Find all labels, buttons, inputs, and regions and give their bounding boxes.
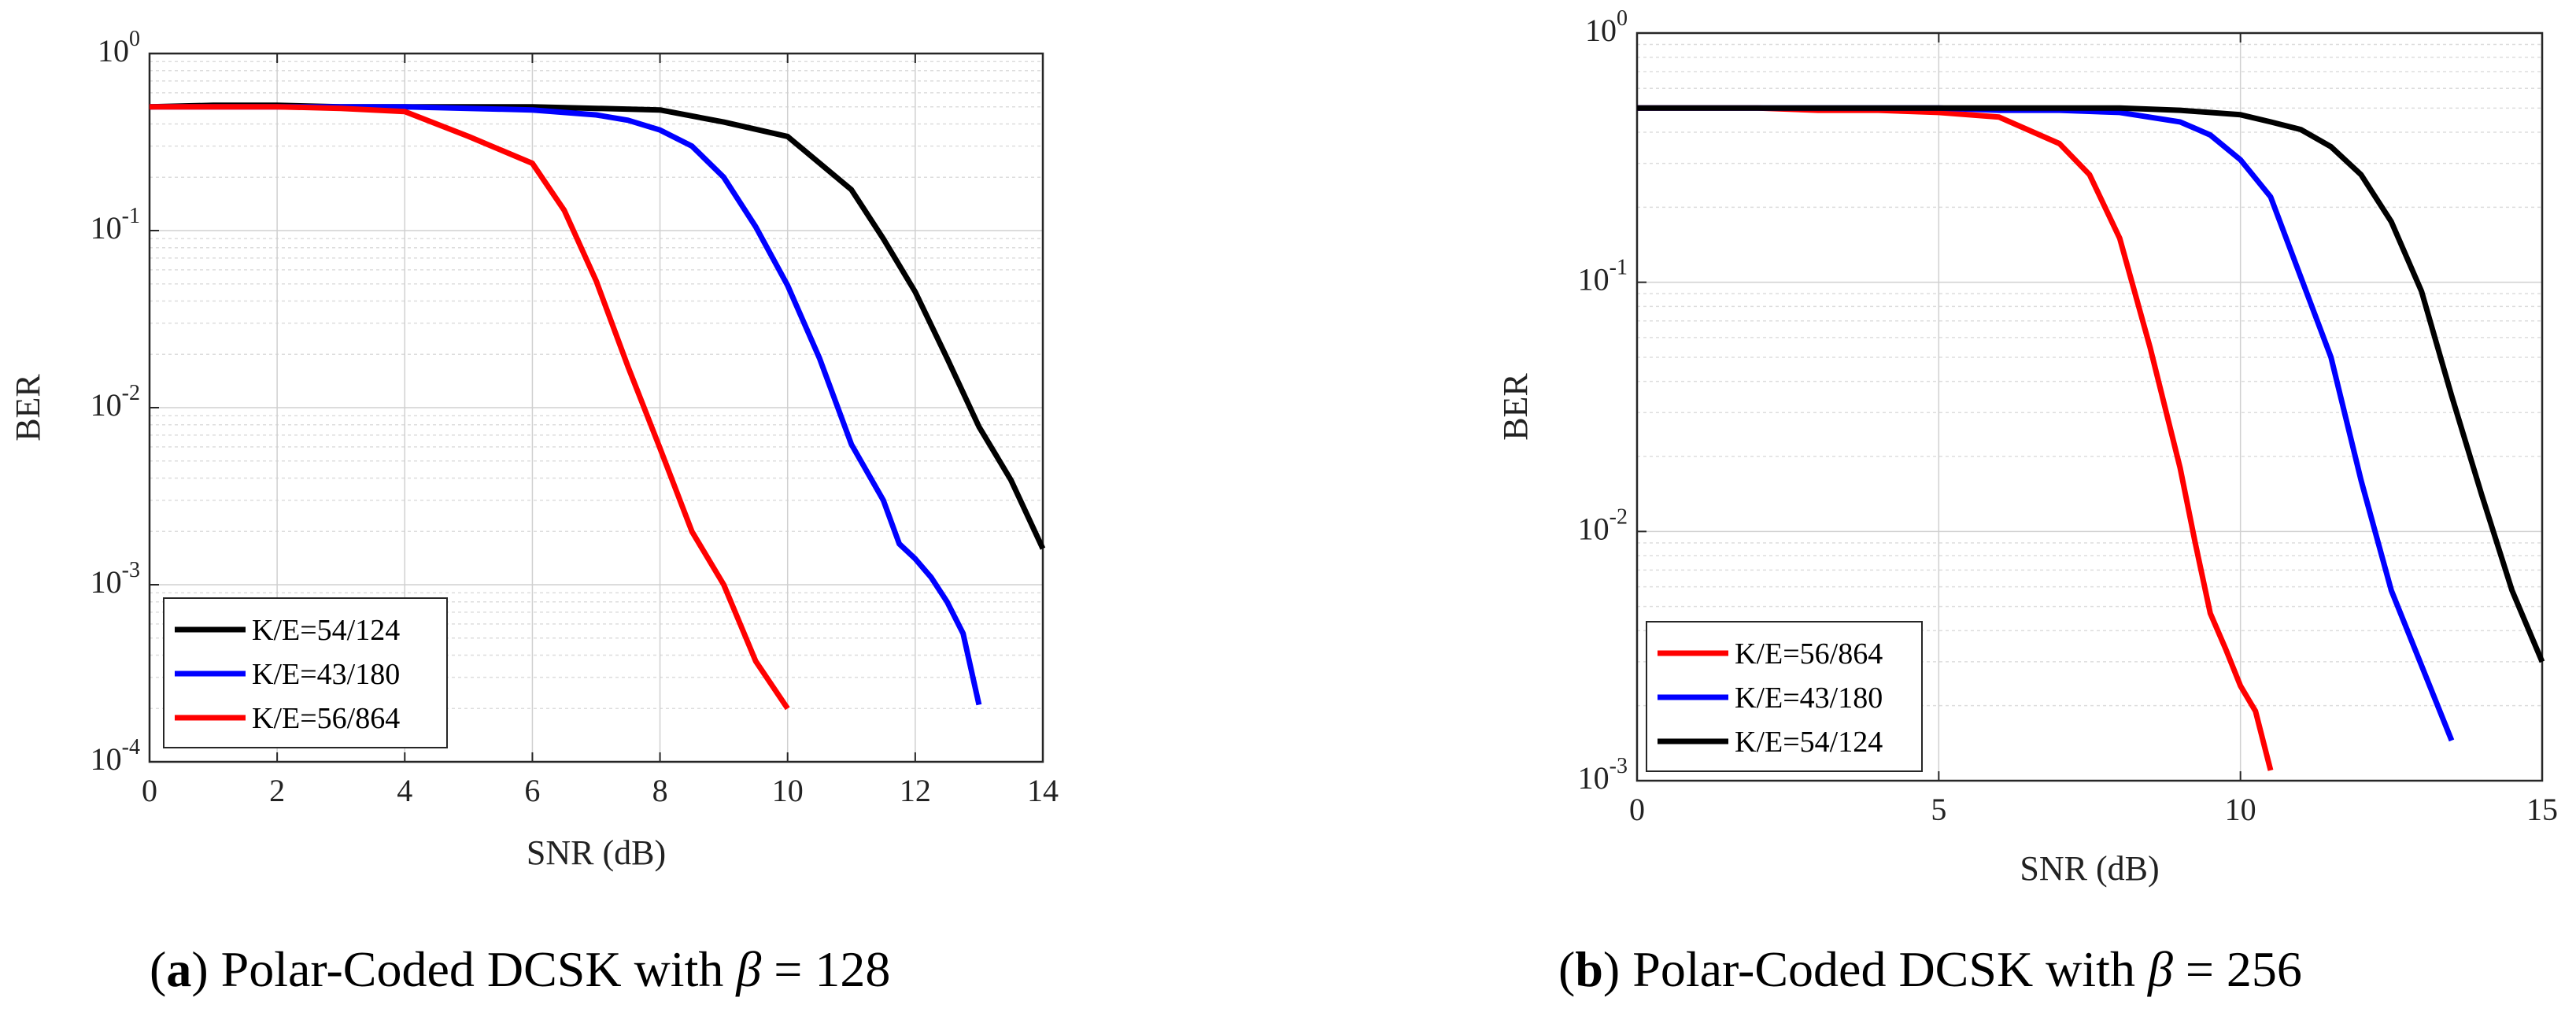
chart-a: 0 2 4 6 8 10 12 14 100 10-1 10-2 10-3 10-4 SNR (dB) BE… bbox=[9, 27, 1059, 872]
x-tick-label: 15 bbox=[2526, 792, 2558, 827]
series-line-2 bbox=[150, 104, 982, 706]
caption-b-symbol: β bbox=[2147, 941, 2173, 997]
series-line-1 bbox=[149, 102, 1046, 550]
y-axis-label: BER bbox=[1496, 373, 1535, 441]
y-tick-label: 10-2 bbox=[1578, 504, 1628, 546]
y-tick-label: 10-4 bbox=[91, 735, 140, 777]
y-tick-label: 100 bbox=[1585, 6, 1628, 48]
legend-label-1: K/E=54/124 bbox=[252, 614, 400, 647]
x-tick-label: 6 bbox=[524, 773, 540, 808]
x-tick-label: 4 bbox=[397, 773, 412, 808]
series-line-3 bbox=[1637, 105, 2545, 663]
x-tick-label: 2 bbox=[269, 773, 285, 808]
x-tick-label: 5 bbox=[1931, 792, 1946, 827]
caption-b: (b) Polar-Coded DCSK with β = 256 bbox=[1558, 941, 2302, 997]
plot-frame bbox=[1635, 31, 2544, 782]
y-tick-label: 10-1 bbox=[91, 204, 140, 246]
x-tick-label: 8 bbox=[652, 773, 668, 808]
legend-label-1: K/E=56/864 bbox=[1735, 637, 1883, 671]
x-axis-label: SNR (dB) bbox=[2020, 849, 2159, 888]
legend-label-3: K/E=54/124 bbox=[1735, 726, 1883, 759]
caption-b-text: Polar-Coded DCSK with bbox=[1632, 941, 2135, 997]
legend-label-2: K/E=43/180 bbox=[252, 658, 400, 691]
series-line-3 bbox=[150, 104, 790, 711]
caption-a-text: Polar-Coded DCSK with bbox=[220, 941, 724, 997]
y-tick-label: 10-2 bbox=[91, 381, 140, 423]
caption-b-letter: b bbox=[1575, 941, 1603, 997]
y-tick-label: 10-3 bbox=[1578, 754, 1628, 796]
caption-a-letter: a bbox=[166, 941, 192, 997]
y-axis-label: BER bbox=[9, 374, 47, 441]
x-tick-label: 12 bbox=[900, 773, 931, 808]
x-tick-label: 14 bbox=[1027, 773, 1059, 808]
caption-a-value: = 128 bbox=[774, 941, 891, 997]
y-tick-label: 10-1 bbox=[1578, 256, 1628, 297]
x-tick-label: 0 bbox=[142, 773, 157, 808]
x-tick-label: 0 bbox=[1629, 792, 1645, 827]
y-tick-label: 100 bbox=[98, 27, 140, 68]
y-tick-label: 10-3 bbox=[91, 558, 140, 600]
x-axis-label: SNR (dB) bbox=[527, 833, 666, 872]
caption-b-value: = 256 bbox=[2185, 941, 2302, 997]
x-tick-label: 10 bbox=[2225, 792, 2256, 827]
legend-label-2: K/E=43/180 bbox=[1735, 682, 1883, 715]
x-tick-label: 10 bbox=[772, 773, 804, 808]
chart-b: 0 5 10 15 100 10-1 10-2 10-3 SNR (dB) BER K/E=56/8… bbox=[1496, 6, 2558, 888]
caption-a: (a) Polar-Coded DCSK with β = 128 bbox=[150, 941, 891, 997]
legend-label-3: K/E=56/864 bbox=[252, 702, 400, 735]
caption-a-symbol: β bbox=[736, 941, 762, 997]
